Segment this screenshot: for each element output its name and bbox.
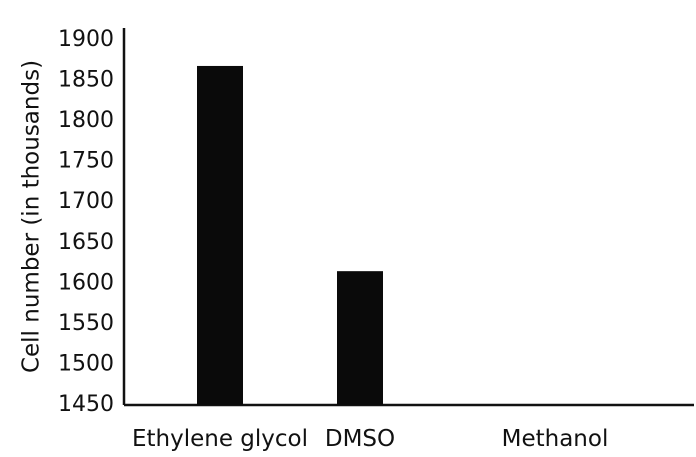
y-axis-title-group: Cell number (in thousands): [19, 60, 45, 373]
x-category-label: Ethylene glycol: [132, 426, 308, 452]
y-tick-label: 1650: [58, 230, 114, 255]
bars: [197, 65, 383, 405]
y-axis-title: Cell number (in thousands): [19, 60, 45, 373]
y-tick-labels: 1450 1500 1550 1600 1650 1700 1750 1800 1850 1900: [58, 27, 114, 417]
y-tick-label: 1750: [58, 149, 114, 174]
bar-dmso: [337, 271, 383, 405]
bar-ethylene-glycol: [197, 65, 243, 405]
y-tick-label: 1850: [58, 68, 114, 93]
x-category-label: Methanol: [502, 426, 609, 452]
y-tick-label: 1600: [58, 270, 114, 295]
y-tick-label: 1450: [58, 392, 114, 417]
y-tick-label: 1500: [58, 351, 114, 376]
x-category-labels: Ethylene glycol DMSO Methanol: [132, 426, 608, 452]
y-tick-label: 1700: [58, 189, 114, 214]
y-tick-label: 1900: [58, 27, 114, 52]
x-category-label: DMSO: [325, 426, 395, 452]
y-tick-label: 1550: [58, 311, 114, 336]
y-tick-label: 1800: [58, 108, 114, 133]
